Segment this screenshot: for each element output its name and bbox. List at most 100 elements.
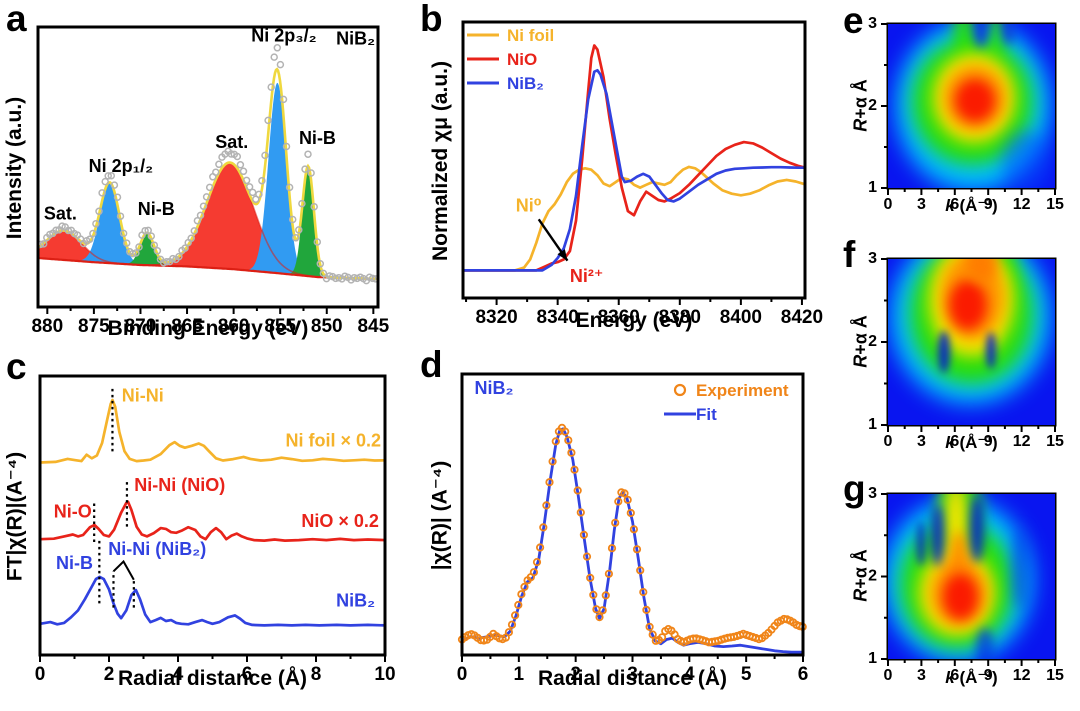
experiment-point [529, 568, 539, 577]
heatmap-blob [975, 628, 994, 659]
xps-peak [38, 162, 378, 279]
wavelet-heatmap [888, 259, 1055, 425]
xps-data-point [304, 150, 312, 158]
annotation-label: NiO × 0.2 [301, 511, 379, 531]
experiment-point [607, 544, 617, 553]
annotation-label: Ni 2p₃/₂ [251, 26, 316, 46]
xps-data-point [67, 226, 76, 235]
x-tick-label: 8380 [659, 307, 701, 328]
heatmap-blob [949, 279, 988, 330]
annotation-label: Ni foil × 0.2 [285, 430, 381, 450]
annotation-label: Ni-B [138, 199, 175, 219]
x-tick-label: 8 [311, 664, 322, 685]
x-tick-label: 0 [884, 667, 893, 684]
series-line-nib- [463, 68, 805, 272]
xps-data-point [89, 229, 97, 238]
peak-pair-bracket [112, 559, 135, 581]
experiment-point [536, 543, 545, 552]
y-axis-label-d: |χ(R)| (A⁻⁴) [428, 460, 452, 571]
xps-data-point [147, 232, 156, 240]
heatmap-blob [1002, 130, 1053, 188]
xps-data-point [288, 215, 297, 224]
experiment-point [636, 566, 645, 575]
xps-data-point [135, 243, 143, 251]
xps-data-point [248, 188, 257, 197]
xps-data-point [273, 44, 282, 52]
experiment-point [567, 448, 576, 457]
heatmap-blob [954, 78, 995, 122]
xps-data-point [316, 260, 325, 268]
xps-data-point [307, 169, 315, 177]
xps-data-point [319, 269, 328, 278]
y-axis-label-a: Intensity (a.u.) [3, 96, 26, 240]
xps-data-point [113, 193, 122, 201]
y-axis-label-b: Normalized χμ (a.u.) [429, 61, 452, 261]
x-tick-label: 8400 [720, 307, 762, 328]
k-symbol: k [945, 433, 955, 452]
experiment-point [586, 573, 595, 582]
xps-data-point [153, 247, 162, 255]
x-tick-label: 9 [984, 196, 993, 213]
k-symbol: k [945, 196, 955, 215]
xps-data-point [104, 172, 112, 180]
xps-data-point [116, 212, 125, 220]
x-tick-label: 855 [264, 316, 296, 337]
annotation-label: Ni 2p₁/₂ [89, 156, 153, 176]
annotation-label: Ni-B [56, 553, 93, 573]
x-tick-label: 6 [950, 433, 959, 450]
experiment-point [520, 582, 529, 591]
x-tick-label: 4 [173, 664, 184, 685]
experiment-point [629, 525, 638, 534]
xps-data-point [98, 189, 106, 197]
k-symbol: k [945, 668, 955, 687]
x-tick-label: 8360 [598, 307, 640, 328]
annotation-label: Sat. [44, 203, 77, 223]
experiment-point [632, 545, 642, 554]
annotation-label: Ni-Ni [122, 386, 164, 406]
k-units: (Å⁻¹) [954, 668, 998, 687]
x-tick-label: 6 [242, 664, 253, 685]
annotation-label: Ni-Ni (NiO) [134, 475, 225, 495]
xps-data-point [95, 207, 103, 216]
experiment-point [598, 606, 607, 615]
legend-item-label: Fit [696, 405, 717, 424]
xps-data-point [190, 227, 199, 235]
x-tick-label: 9 [984, 433, 993, 450]
y-tick-label: 1 [868, 650, 877, 667]
xps-data-point [270, 53, 278, 61]
experiment-point [514, 600, 523, 610]
legend-item-label: Experiment [696, 381, 789, 400]
xps-data-point [172, 255, 180, 264]
experiment-point [542, 501, 551, 510]
experiment-point [579, 530, 589, 539]
plot-area-xps: Sat. Ni 2p₁/₂ Ni-B Sat. Ni 2p₃/₂ Ni-B NiB₂ 880 8… [31, 25, 390, 337]
legend-item-label: Ni foil [507, 26, 554, 45]
experiment-point [548, 457, 557, 466]
experiment-point [504, 628, 514, 637]
y-tick-label: 3 [868, 250, 877, 267]
x-tick-label: 1 [514, 664, 525, 685]
r-symbol: R [850, 354, 871, 368]
y-axis-label-c: FT|χ(R)|(A⁻⁴) [3, 451, 27, 582]
x-tick-label: 3 [917, 196, 926, 213]
wavelet-heatmap [888, 24, 1055, 188]
xps-peak [38, 166, 378, 279]
x-tick-label: 2 [104, 664, 115, 685]
xps-data-point [242, 176, 251, 185]
r-symbol: R [850, 118, 871, 132]
k-units: (Å⁻¹) [954, 433, 998, 452]
experiment-point [601, 591, 610, 600]
r-units: +α Å [850, 315, 871, 355]
experiment-point [564, 436, 573, 445]
experiment-point [623, 495, 632, 504]
xps-data-point [39, 240, 48, 248]
panel-letter-g: g [843, 468, 866, 509]
experiment-point [589, 590, 598, 599]
xps-data-point [122, 239, 131, 247]
plot-area-exafs-fit: Experiment Fit NiB₂ 0 1 2 3 4 5 6 [457, 372, 808, 685]
panel-letter-e: e [843, 0, 864, 41]
x-tick-label: 0 [884, 433, 893, 450]
xps-data-point [267, 83, 275, 91]
experiment-point [611, 518, 620, 527]
axes-frame [36, 25, 380, 309]
